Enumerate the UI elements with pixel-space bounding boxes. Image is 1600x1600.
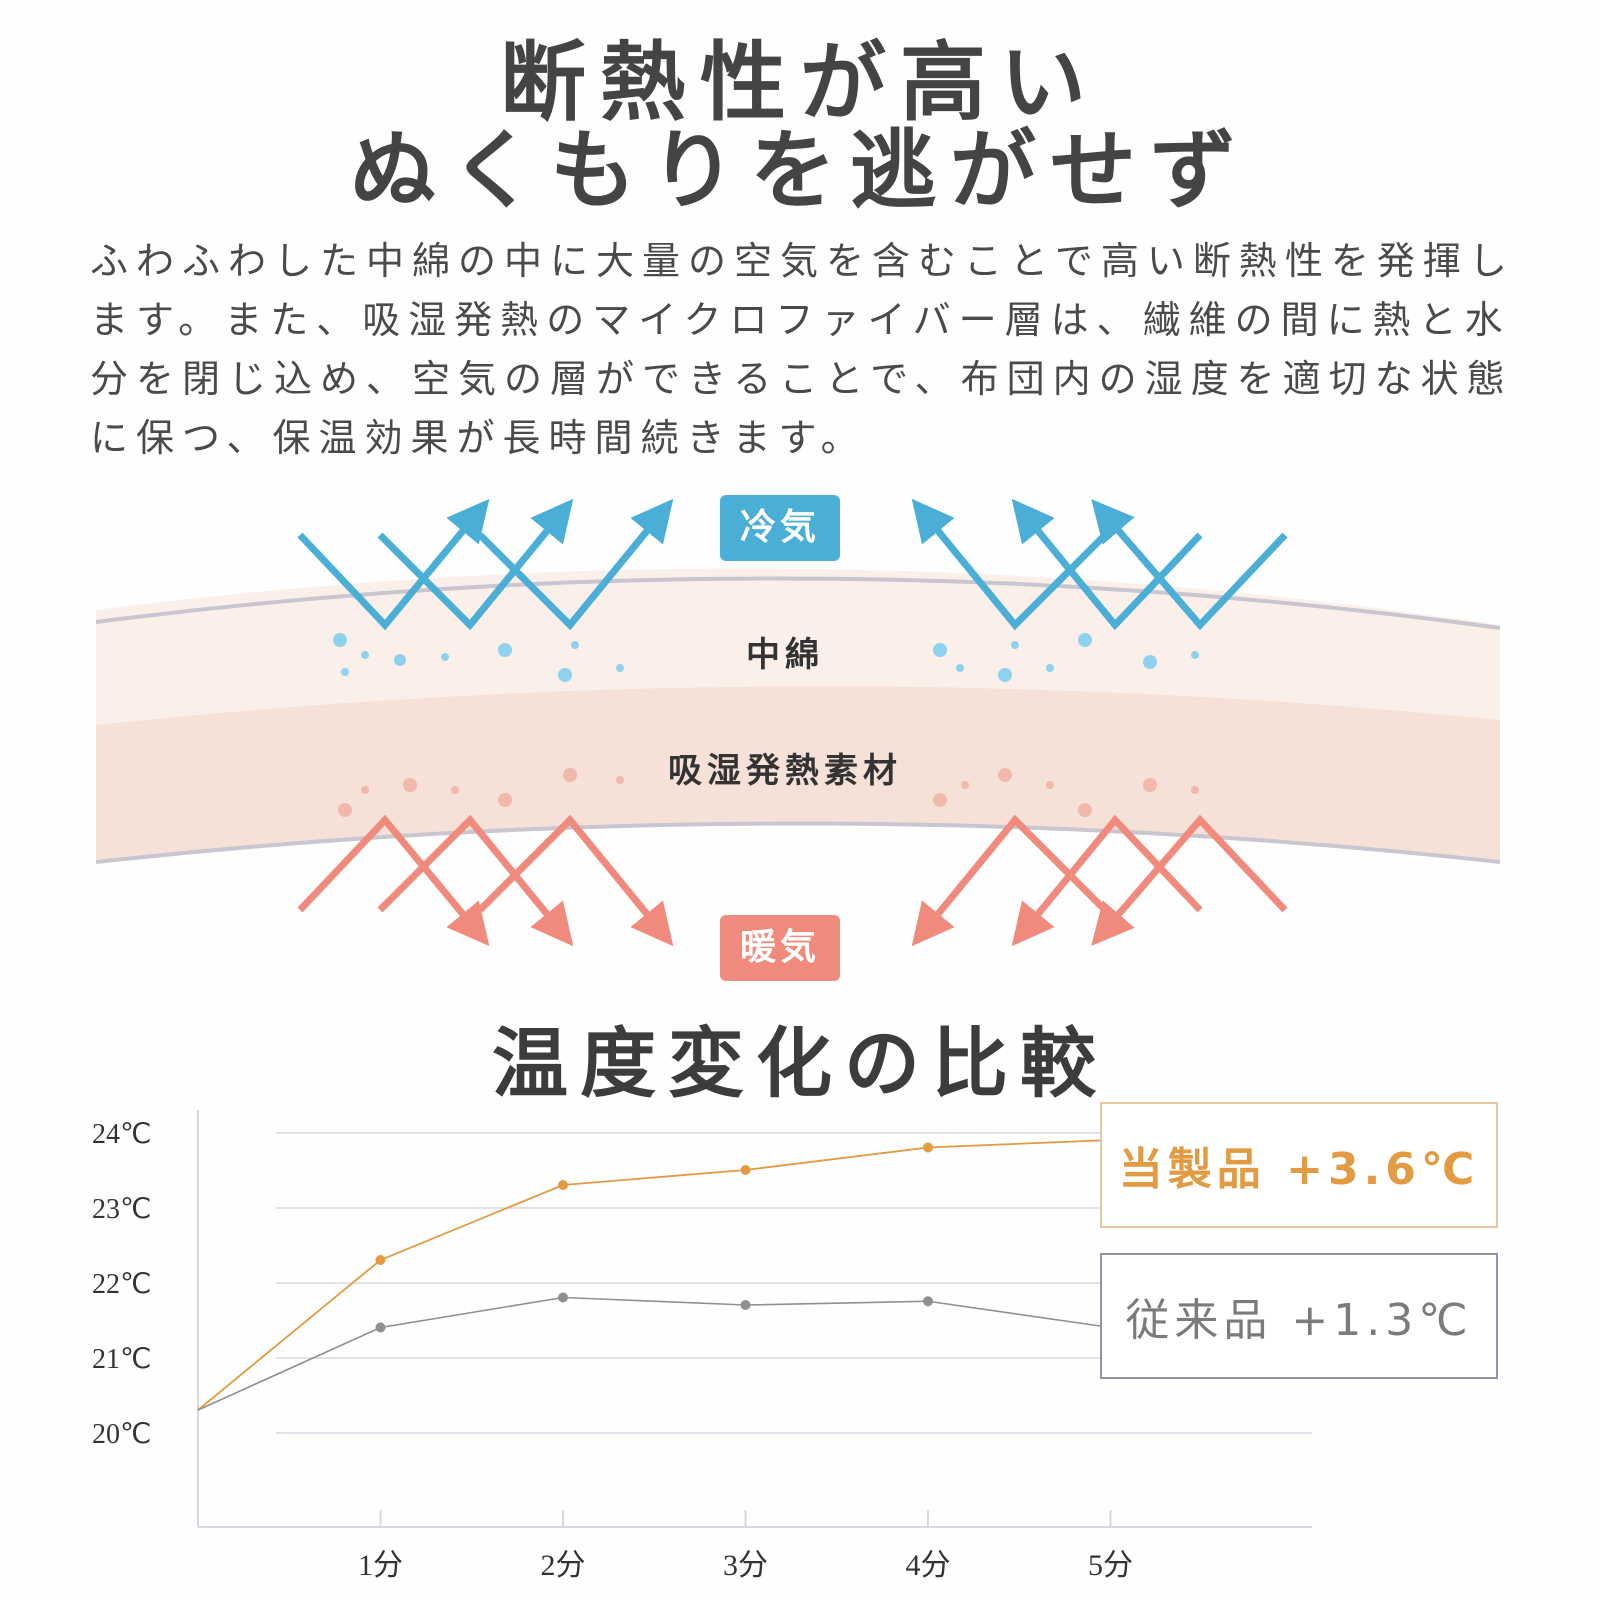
x-tick-label: 1分: [358, 1549, 403, 1582]
air-bubble: [333, 633, 347, 647]
cold-arrow: [477, 498, 674, 631]
air-bubble: [571, 641, 579, 649]
product-series-line: [197, 1139, 1111, 1411]
headline-line2: ぬくもりを逃がせず: [350, 121, 1250, 221]
product-data-point: [740, 1165, 751, 1175]
air-bubble: [1078, 633, 1092, 647]
layer-bottom-label: 吸湿発熱素材: [668, 751, 902, 791]
cold-arrow: [911, 498, 1108, 631]
air-bubble: [616, 664, 624, 672]
product-data-point: [375, 1255, 386, 1265]
heat-bubble: [1143, 778, 1157, 792]
product-data-point: [558, 1180, 568, 1190]
air-bubble: [441, 653, 449, 661]
x-tick-label: 2分: [541, 1549, 586, 1582]
heat-bubble: [998, 768, 1012, 782]
heat-bubble: [1046, 781, 1054, 789]
chart-title: 温度変化の比較: [492, 1019, 1108, 1108]
cold-air-label: 冷気: [720, 495, 840, 561]
conventional-series-line: [197, 1296, 1111, 1411]
layer-top-label: 中綿: [746, 635, 824, 675]
air-bubble: [361, 651, 369, 659]
headline-line1: 断熱性が高い: [500, 33, 1100, 133]
conventional-data-point: [375, 1322, 386, 1333]
heat-bubble: [451, 786, 459, 794]
warm-arrow: [1011, 814, 1203, 947]
cold-arrow: [377, 498, 574, 631]
air-bubble: [341, 668, 349, 676]
conventional-data-point: [923, 1296, 933, 1307]
cold-arrow: [1011, 498, 1203, 631]
air-bubble: [558, 668, 572, 682]
layer-bottom-band: [96, 686, 1500, 862]
heat-bubble: [616, 776, 624, 784]
insulation-diagram: [95, 498, 1501, 947]
heat-bubble: [361, 786, 369, 794]
heat-bubble: [403, 778, 417, 792]
warm-air-label: 暖気: [720, 915, 840, 981]
warm-arrow: [297, 814, 490, 947]
air-bubble: [1011, 641, 1019, 649]
air-bubble: [394, 654, 406, 666]
x-tick-label: 3分: [723, 1549, 768, 1582]
warm-arrow: [911, 814, 1108, 947]
air-bubble: [498, 643, 512, 657]
heat-bubble: [1191, 786, 1199, 794]
y-tick-label: 24℃: [92, 1119, 151, 1150]
air-bubble: [956, 664, 964, 672]
heat-bubble: [563, 768, 577, 782]
heat-bubble: [933, 793, 947, 807]
warm-arrow: [477, 814, 674, 947]
warm-arrow: [377, 814, 574, 947]
heat-bubble: [338, 803, 352, 817]
conventional-data-point: [740, 1300, 751, 1310]
layer-top-outline: [95, 576, 1501, 630]
y-tick-label: 21℃: [92, 1344, 151, 1375]
air-bubble: [998, 668, 1012, 682]
product-data-point: [923, 1142, 933, 1153]
layer-top-band: [96, 568, 1500, 725]
x-tick-label: 5分: [1088, 1549, 1133, 1582]
warm-arrow: [1091, 814, 1288, 946]
air-bubble: [1191, 651, 1199, 659]
y-tick-label: 23℃: [92, 1194, 151, 1225]
heat-bubble: [498, 793, 512, 807]
y-tick-label: 22℃: [92, 1269, 151, 1300]
description-text: ふわふわした中綿の中に大量の空気を含むことで高い断熱性を発揮します。また、吸湿発…: [90, 239, 1515, 460]
y-tick-label: 20℃: [92, 1419, 151, 1450]
x-tick-label: 4分: [906, 1549, 951, 1582]
air-bubble: [1143, 655, 1157, 669]
legend-conventional: 従来品 +1.3℃: [1100, 1253, 1498, 1379]
air-bubble: [933, 643, 947, 657]
cold-arrow: [297, 498, 490, 631]
heat-bubble: [961, 781, 969, 789]
legend-product: 当製品 +3.6℃: [1100, 1102, 1498, 1228]
air-bubble: [1046, 664, 1054, 672]
layer-bottom-outline: [95, 821, 1501, 864]
cold-arrow: [1091, 499, 1288, 631]
conventional-data-point: [558, 1292, 568, 1303]
air-bubbles: [333, 633, 1199, 817]
heat-bubble: [1078, 803, 1092, 817]
